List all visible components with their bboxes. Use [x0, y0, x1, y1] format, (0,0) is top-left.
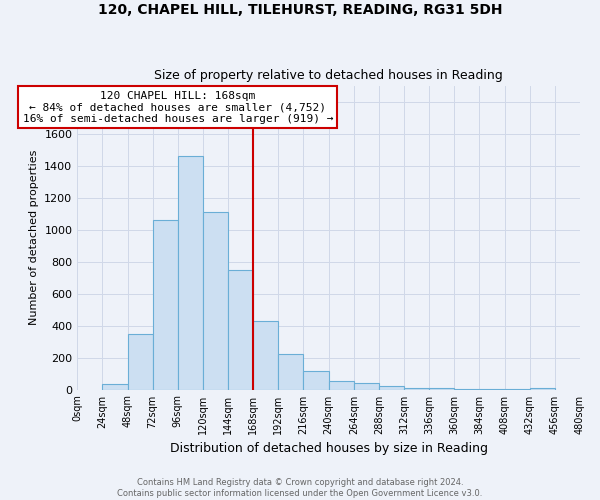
- Bar: [103, 384, 128, 390]
- Bar: [152, 220, 178, 390]
- Bar: [253, 321, 278, 390]
- Bar: [203, 212, 228, 390]
- Bar: [128, 334, 152, 390]
- Bar: [354, 383, 379, 390]
- Text: 120 CHAPEL HILL: 168sqm
← 84% of detached houses are smaller (4,752)
16% of semi: 120 CHAPEL HILL: 168sqm ← 84% of detache…: [23, 90, 333, 124]
- Bar: [278, 354, 304, 390]
- Bar: [304, 371, 329, 390]
- Y-axis label: Number of detached properties: Number of detached properties: [29, 150, 39, 326]
- Bar: [404, 388, 429, 390]
- Text: 120, CHAPEL HILL, TILEHURST, READING, RG31 5DH: 120, CHAPEL HILL, TILEHURST, READING, RG…: [98, 2, 502, 16]
- X-axis label: Distribution of detached houses by size in Reading: Distribution of detached houses by size …: [170, 442, 488, 455]
- Bar: [379, 386, 404, 390]
- Bar: [429, 388, 454, 390]
- Bar: [479, 389, 505, 390]
- Bar: [228, 270, 253, 390]
- Bar: [454, 389, 479, 390]
- Bar: [530, 388, 555, 390]
- Bar: [178, 156, 203, 390]
- Bar: [329, 381, 354, 390]
- Title: Size of property relative to detached houses in Reading: Size of property relative to detached ho…: [154, 69, 503, 82]
- Text: Contains HM Land Registry data © Crown copyright and database right 2024.
Contai: Contains HM Land Registry data © Crown c…: [118, 478, 482, 498]
